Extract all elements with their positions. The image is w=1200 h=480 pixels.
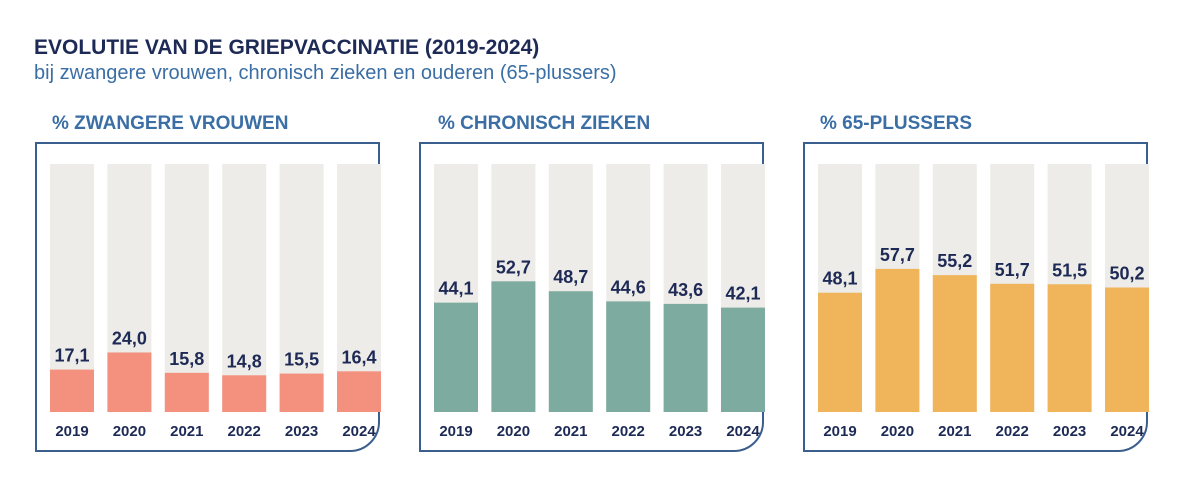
year-label-pregnant-2021: 2021 — [170, 423, 203, 440]
panel-title-65plus: % 65-PLUSSERS — [820, 113, 973, 134]
bar-65plus-2019 — [818, 292, 862, 412]
value-label-chronic-2022: 44,6 — [611, 277, 646, 297]
value-label-pregnant-2023: 15,5 — [284, 350, 319, 370]
year-label-pregnant-2024: 2024 — [342, 423, 376, 440]
bar-pregnant-2020 — [107, 352, 152, 412]
panel-title-pregnant: % ZWANGERE VROUWEN — [52, 113, 289, 134]
year-label-65plus-2024: 2024 — [1110, 423, 1144, 440]
bar-pregnant-2019 — [50, 369, 94, 412]
year-label-pregnant-2020: 2020 — [113, 423, 146, 440]
bar-65plus-2020 — [875, 268, 920, 412]
year-label-65plus-2021: 2021 — [938, 423, 971, 440]
year-label-65plus-2019: 2019 — [823, 423, 856, 440]
year-label-65plus-2023: 2023 — [1053, 423, 1086, 440]
bar-65plus-2024 — [1105, 287, 1149, 412]
bar-chronic-2020 — [491, 281, 536, 412]
panel-65-plus: 48,1 2019 57,7 2020 55,2 2021 51,7 2022 51,5 2023… — [803, 142, 1149, 452]
value-label-65plus-2022: 51,7 — [995, 260, 1030, 280]
bar-track-pregnant-2021 — [164, 164, 209, 412]
value-label-pregnant-2019: 17,1 — [54, 346, 89, 366]
year-label-pregnant-2023: 2023 — [285, 423, 318, 440]
panel-pregnant-women: 17,1 2019 24,0 2020 15,8 2021 14,8 2022 15,5 2023… — [35, 142, 381, 452]
bar-pregnant-2021 — [164, 372, 209, 412]
bar-track-pregnant-2024 — [337, 164, 381, 412]
bar-chronic-2019 — [434, 302, 478, 412]
value-label-pregnant-2024: 16,4 — [341, 347, 376, 367]
year-label-chronic-2024: 2024 — [726, 423, 760, 440]
value-label-65plus-2019: 48,1 — [822, 269, 857, 289]
panel-chronically-ill: 44,1 2019 52,7 2020 48,7 2021 44,6 2022 43,6 2023… — [419, 142, 765, 452]
value-label-chronic-2021: 48,7 — [553, 267, 588, 287]
year-label-chronic-2022: 2022 — [612, 423, 645, 440]
bar-track-pregnant-2022 — [222, 164, 267, 412]
panel-title-chronic: % CHRONISCH ZIEKEN — [438, 113, 651, 134]
bar-chart-65-plus: 48,1 2019 57,7 2020 55,2 2021 51,7 2022 51,5 2023… — [818, 164, 1149, 440]
bar-65plus-2022 — [990, 283, 1035, 412]
bar-chart-chronically-ill: 44,1 2019 52,7 2020 48,7 2021 44,6 2022 43,6 2023… — [434, 164, 765, 440]
year-label-pregnant-2019: 2019 — [55, 423, 88, 440]
value-label-65plus-2023: 51,5 — [1052, 260, 1087, 280]
value-label-chronic-2023: 43,6 — [668, 280, 703, 300]
bar-chronic-2021 — [548, 291, 593, 412]
year-label-chronic-2023: 2023 — [669, 423, 702, 440]
year-label-chronic-2019: 2019 — [439, 423, 472, 440]
chart-title: EVOLUTIE VAN DE GRIEPVACCINATIE (2019-20… — [34, 36, 540, 59]
bar-pregnant-2024 — [337, 371, 381, 412]
bar-65plus-2023 — [1047, 284, 1092, 412]
bar-chronic-2023 — [663, 303, 708, 412]
bar-chronic-2022 — [606, 301, 651, 412]
bar-chronic-2024 — [721, 307, 765, 412]
bar-track-pregnant-2023 — [279, 164, 324, 412]
year-label-65plus-2020: 2020 — [881, 423, 914, 440]
value-label-65plus-2020: 57,7 — [880, 245, 915, 265]
value-label-pregnant-2020: 24,0 — [112, 328, 147, 348]
value-label-chronic-2024: 42,1 — [725, 284, 760, 304]
value-label-chronic-2019: 44,1 — [438, 279, 473, 299]
bar-pregnant-2022 — [222, 375, 267, 412]
value-label-pregnant-2022: 14,8 — [227, 351, 262, 371]
year-label-chronic-2020: 2020 — [497, 423, 530, 440]
bar-chart-pregnant-women: 17,1 2019 24,0 2020 15,8 2021 14,8 2022 15,5 2023… — [50, 164, 381, 440]
value-label-chronic-2020: 52,7 — [496, 257, 531, 277]
year-label-chronic-2021: 2021 — [554, 423, 587, 440]
bar-pregnant-2023 — [279, 373, 324, 412]
chart-subtitle: bij zwangere vrouwen, chronisch zieken e… — [34, 62, 617, 84]
value-label-65plus-2021: 55,2 — [937, 251, 972, 271]
bar-65plus-2021 — [932, 275, 977, 412]
value-label-65plus-2024: 50,2 — [1109, 264, 1144, 284]
year-label-65plus-2022: 2022 — [996, 423, 1029, 440]
value-label-pregnant-2021: 15,8 — [169, 349, 204, 369]
year-label-pregnant-2022: 2022 — [228, 423, 261, 440]
